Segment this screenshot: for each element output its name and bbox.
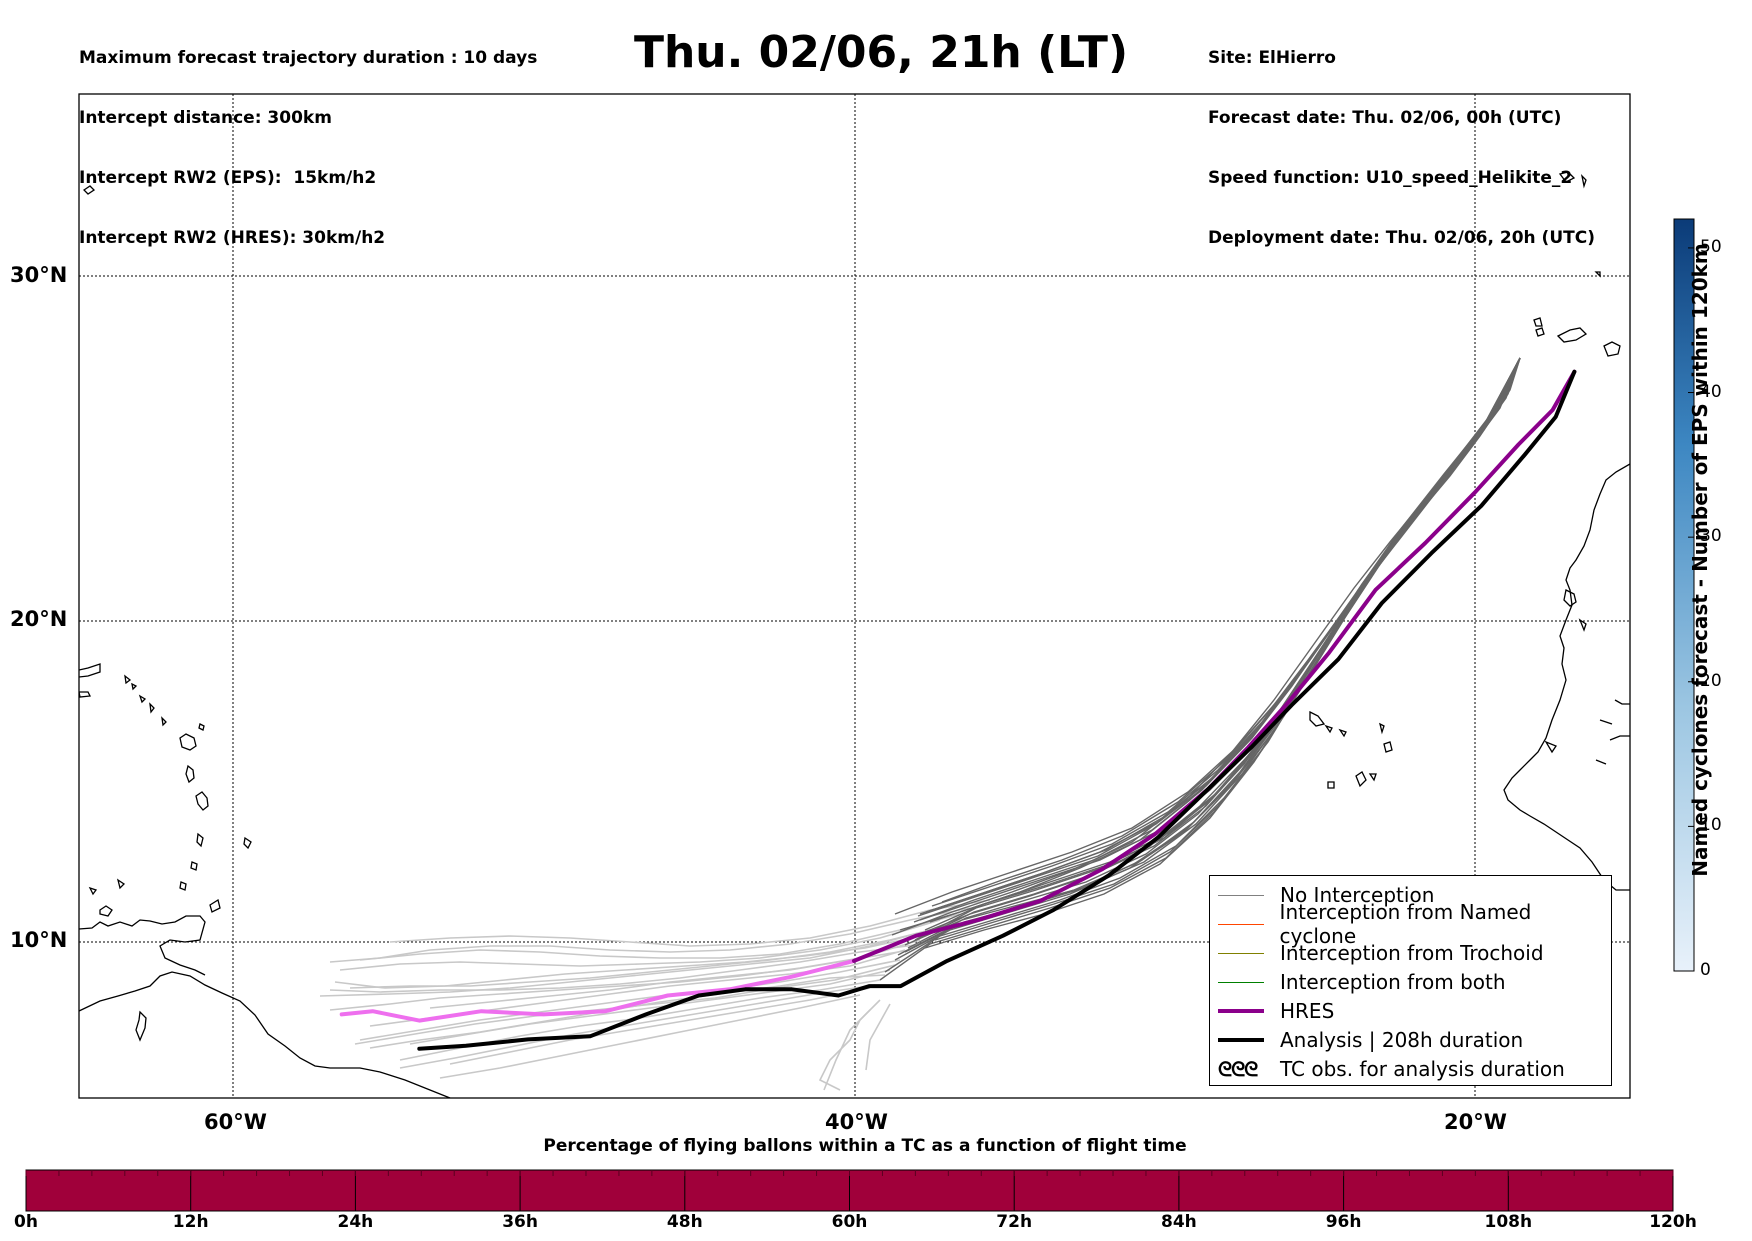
percentage-bar-title: Percentage of flying ballons within a TC… bbox=[543, 1136, 1187, 1156]
header-line: Intercept RW2 (HRES): 30km/h2 bbox=[79, 228, 386, 248]
legend-line-swatch bbox=[1218, 952, 1264, 954]
map-frame bbox=[78, 93, 1631, 1099]
header-line: Deployment date: Thu. 02/06, 20h (UTC) bbox=[1208, 228, 1595, 248]
legend-item: HRES bbox=[1210, 996, 1611, 1025]
legend-item: Interception from Trochoid bbox=[1210, 938, 1611, 967]
colorbar-tick-label: 0 bbox=[1700, 960, 1711, 980]
colorbar bbox=[1673, 218, 1695, 972]
header-line: Maximum forecast trajectory duration : 1… bbox=[79, 48, 538, 68]
tc-symbol-icon: ᘓᘓᘓ bbox=[1218, 1056, 1258, 1081]
hres-track bbox=[339, 369, 1577, 1023]
eps-light-tracks bbox=[319, 899, 991, 1091]
legend-label: HRES bbox=[1280, 998, 1335, 1023]
legend-label: Interception from Trochoid bbox=[1280, 940, 1544, 965]
percentage-bar-tick-label: 24h bbox=[337, 1212, 374, 1232]
legend-line-swatch bbox=[1218, 923, 1264, 925]
percentage-bar-tick-label: 96h bbox=[1325, 1212, 1362, 1232]
colorbar-tick-label: 30 bbox=[1700, 526, 1722, 547]
percentage-bar-tick-label: 36h bbox=[502, 1212, 538, 1232]
percentage-bar-ticks bbox=[25, 1170, 1674, 1211]
lat-label: 30°N bbox=[10, 263, 68, 287]
lat-label: 20°N bbox=[10, 607, 68, 631]
legend-label: Interception from both bbox=[1280, 969, 1506, 994]
header-line: Site: ElHierro bbox=[1208, 48, 1336, 68]
percentage-bar-tick-label: 108h bbox=[1484, 1212, 1533, 1232]
percentage-bar-tick-label: 48h bbox=[666, 1212, 703, 1232]
colorbar-tick-label: 10 bbox=[1700, 815, 1722, 836]
hres-track-late bbox=[339, 958, 856, 1023]
header-line: Intercept RW2 (EPS): 15km/h2 bbox=[79, 168, 377, 188]
legend-item: Interception from both bbox=[1210, 967, 1611, 996]
colorbar-tick-label: 50 bbox=[1700, 236, 1722, 257]
percentage-bar-tick-label: 84h bbox=[1161, 1212, 1197, 1232]
percentage-bar-tick-label: 60h bbox=[831, 1212, 868, 1232]
lat-label: 10°N bbox=[10, 928, 68, 952]
legend-line-swatch bbox=[1218, 981, 1264, 983]
map-legend: No Interception Interception from Named … bbox=[1209, 875, 1612, 1086]
colorbar-tick-label: 20 bbox=[1700, 670, 1722, 691]
percentage-bar-tick-label: 120h bbox=[1649, 1212, 1697, 1232]
header-line: Speed function: U10_speed_Helikite_2 bbox=[1208, 168, 1573, 188]
lon-label: 20°W bbox=[1444, 1110, 1507, 1134]
header-line: Forecast date: Thu. 02/06, 00h (UTC) bbox=[1208, 108, 1562, 128]
legend-label: Analysis | 208h duration bbox=[1280, 1027, 1524, 1052]
colorbar-title: Named cyclones forecast - Number of EPS … bbox=[1688, 243, 1712, 877]
percentage-bar-tick-label: 0h bbox=[14, 1212, 38, 1232]
header-right-info: Site: ElHierro Forecast date: Thu. 02/06… bbox=[1208, 8, 1595, 268]
percentage-bar-tick-label: 12h bbox=[172, 1212, 209, 1232]
lon-label: 60°W bbox=[204, 1110, 267, 1134]
legend-label: Interception from Named cyclone bbox=[1279, 899, 1532, 948]
legend-item: Interception from Named cyclone bbox=[1210, 900, 1611, 948]
legend-line-swatch bbox=[1218, 894, 1264, 896]
legend-item: ᘓᘓᘓ TC obs. for analysis duration bbox=[1210, 1054, 1611, 1083]
header-line: Intercept distance: 300km bbox=[79, 108, 332, 128]
colorbar-tick-label: 40 bbox=[1700, 381, 1722, 402]
analysis-track bbox=[417, 369, 1577, 1051]
hres-track-early bbox=[852, 369, 1577, 963]
legend-label: TC obs. for analysis duration bbox=[1280, 1056, 1565, 1081]
page-title: Thu. 02/06, 21h (LT) bbox=[633, 27, 1129, 78]
colorbar-ticks bbox=[1688, 247, 1694, 972]
lon-label: 40°W bbox=[825, 1110, 888, 1134]
header-left-info: Maximum forecast trajectory duration : 1… bbox=[79, 8, 537, 268]
coastlines bbox=[79, 171, 1630, 1098]
legend-line-swatch bbox=[1218, 1008, 1264, 1013]
percentage-bar-tick-label: 72h bbox=[996, 1212, 1033, 1232]
legend-label: No Interception bbox=[1280, 882, 1435, 907]
legend-line-swatch bbox=[1218, 1037, 1264, 1042]
legend-item: Analysis | 208h duration bbox=[1210, 1025, 1611, 1054]
legend-item: No Interception bbox=[1210, 880, 1611, 909]
analysis-track-line bbox=[417, 369, 1577, 1051]
